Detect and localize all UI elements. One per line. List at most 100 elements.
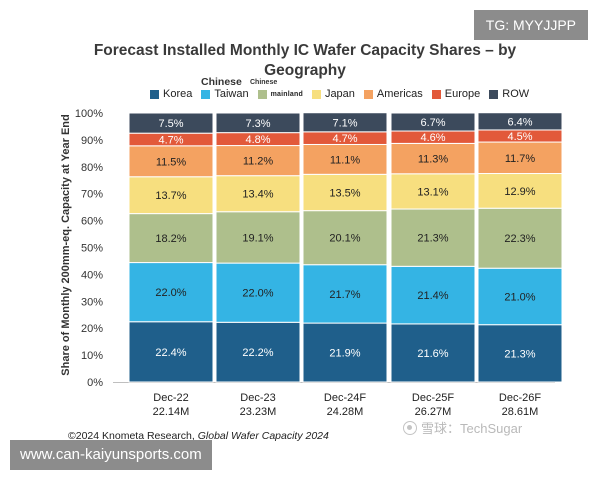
y-tick-label: 20% bbox=[81, 323, 103, 335]
x-tick-total: 26.27M bbox=[415, 406, 452, 418]
x-tick-label: Dec-25F bbox=[412, 392, 454, 404]
y-tick-label: 30% bbox=[81, 296, 103, 308]
chart-legend: Korea Taiwan mainland Japan Americas Eur… bbox=[150, 86, 529, 102]
bar-segment bbox=[128, 213, 214, 264]
legend-item-mainland: mainland bbox=[257, 89, 303, 99]
legend-item-europe: Europe bbox=[431, 88, 481, 100]
legend-swatch bbox=[431, 89, 441, 99]
bar-segment bbox=[215, 262, 301, 323]
data-label: 21.7% bbox=[329, 289, 360, 301]
bar-segment bbox=[128, 145, 214, 178]
bar-segment bbox=[302, 112, 388, 133]
bar-segment bbox=[390, 112, 476, 132]
legend-label: Americas bbox=[376, 88, 423, 100]
data-label: 22.2% bbox=[242, 347, 273, 359]
y-tick-label: 100% bbox=[75, 108, 103, 120]
data-label: 4.7% bbox=[158, 134, 183, 146]
data-label: 22.3% bbox=[504, 233, 535, 245]
legend-label: Korea bbox=[163, 88, 193, 100]
legend-label: Japan bbox=[324, 88, 355, 100]
x-tick-total: 24.28M bbox=[327, 406, 364, 418]
bar-segment bbox=[215, 145, 301, 177]
legend-top-label-mainland: Chinese bbox=[250, 79, 278, 86]
x-tick-total: 22.14M bbox=[153, 406, 190, 418]
data-label: 4.5% bbox=[507, 131, 532, 143]
legend-item-japan: Japan bbox=[311, 88, 355, 100]
y-tick-label: 70% bbox=[81, 189, 103, 201]
bar-segment bbox=[390, 208, 476, 267]
data-label: 22.0% bbox=[155, 287, 186, 299]
footer-source: ©2024 Knometa Research, Global Wafer Cap… bbox=[68, 430, 329, 442]
data-label: 6.7% bbox=[420, 117, 445, 129]
legend-item-americas: Americas bbox=[363, 88, 423, 100]
data-label: 13.5% bbox=[329, 187, 360, 199]
legend-swatch bbox=[311, 89, 321, 99]
data-label: 11.2% bbox=[243, 156, 274, 168]
bar-segment bbox=[390, 323, 476, 383]
data-label: 13.4% bbox=[242, 189, 273, 201]
bar-segment bbox=[215, 175, 301, 213]
bar-segment bbox=[477, 173, 563, 209]
y-tick-label: 0% bbox=[87, 377, 103, 389]
data-label: 18.2% bbox=[155, 233, 186, 245]
data-label: 7.5% bbox=[158, 118, 183, 130]
footer-source-title: Global Wafer Capacity 2024 bbox=[197, 430, 329, 442]
data-label: 7.3% bbox=[245, 118, 270, 130]
legend-label: ROW bbox=[502, 88, 530, 100]
bar-segment bbox=[302, 210, 388, 266]
bar-segment bbox=[477, 141, 563, 175]
y-tick-label: 90% bbox=[81, 135, 103, 147]
legend-label: Taiwan bbox=[214, 88, 249, 100]
legend-label: Europe bbox=[444, 88, 481, 100]
bar-segment bbox=[215, 112, 301, 134]
bar-segment bbox=[215, 211, 301, 264]
data-label: 21.4% bbox=[417, 290, 448, 302]
bar-segment bbox=[302, 143, 388, 175]
legend-label: mainland bbox=[270, 90, 303, 98]
x-tick-label: Dec-23 bbox=[240, 392, 275, 404]
watermark: 雪球：TechSugar bbox=[403, 418, 522, 437]
y-tick-label: 60% bbox=[81, 216, 103, 228]
legend-top-label-taiwan: Chinese bbox=[201, 76, 242, 88]
y-tick-label: 50% bbox=[81, 243, 103, 255]
data-label: 21.3% bbox=[417, 233, 448, 245]
bar-segment bbox=[477, 112, 563, 131]
data-label: 4.7% bbox=[332, 133, 357, 145]
chart-title-line-2: Geography bbox=[264, 62, 346, 79]
y-tick-label: 80% bbox=[81, 162, 103, 174]
data-label: 4.6% bbox=[420, 132, 445, 144]
data-label: 11.1% bbox=[330, 154, 361, 166]
legend-item-korea: Korea bbox=[150, 88, 192, 100]
bar-segment bbox=[390, 265, 476, 325]
data-label: 11.3% bbox=[418, 154, 449, 166]
legend-swatch bbox=[489, 89, 499, 99]
snowball-icon bbox=[403, 420, 417, 435]
data-label: 21.6% bbox=[417, 348, 448, 360]
bar-segment bbox=[477, 324, 563, 383]
data-label: 19.1% bbox=[242, 232, 273, 244]
data-label: 12.9% bbox=[504, 186, 535, 198]
legend-item-taiwan: Taiwan bbox=[201, 88, 249, 100]
data-label: 22.0% bbox=[242, 288, 273, 300]
footer-copyright: ©2024 Knometa Research, bbox=[68, 430, 198, 442]
data-label: 4.8% bbox=[245, 134, 270, 146]
url-banner: www.can-kaiyunsports.com bbox=[10, 440, 212, 470]
data-label: 6.4% bbox=[507, 116, 532, 128]
stacked-bar-chart: 0% 10% 20% 30% 40% 50% 60% 70% 80% 90% 100% 22.4% 22… bbox=[75, 108, 563, 418]
y-tick-label: 10% bbox=[81, 350, 103, 362]
legend-swatch bbox=[201, 89, 211, 99]
data-label: 7.1% bbox=[332, 117, 357, 129]
x-tick-label: Dec-24F bbox=[324, 392, 366, 404]
bar-segment bbox=[302, 322, 388, 383]
data-label: 13.7% bbox=[155, 190, 186, 202]
x-tick-total: 28.61M bbox=[502, 406, 539, 418]
legend-item-row: ROW bbox=[489, 88, 529, 100]
data-label: 22.4% bbox=[155, 347, 186, 359]
tag-banner: TG: MYYJJPP bbox=[473, 10, 588, 40]
bar-segment bbox=[390, 173, 476, 210]
x-tick-total: 23.23M bbox=[240, 406, 277, 418]
data-label: 20.1% bbox=[329, 233, 360, 245]
data-label: 21.9% bbox=[329, 348, 360, 360]
data-label: 21.0% bbox=[504, 291, 535, 303]
legend-swatch bbox=[257, 89, 267, 99]
